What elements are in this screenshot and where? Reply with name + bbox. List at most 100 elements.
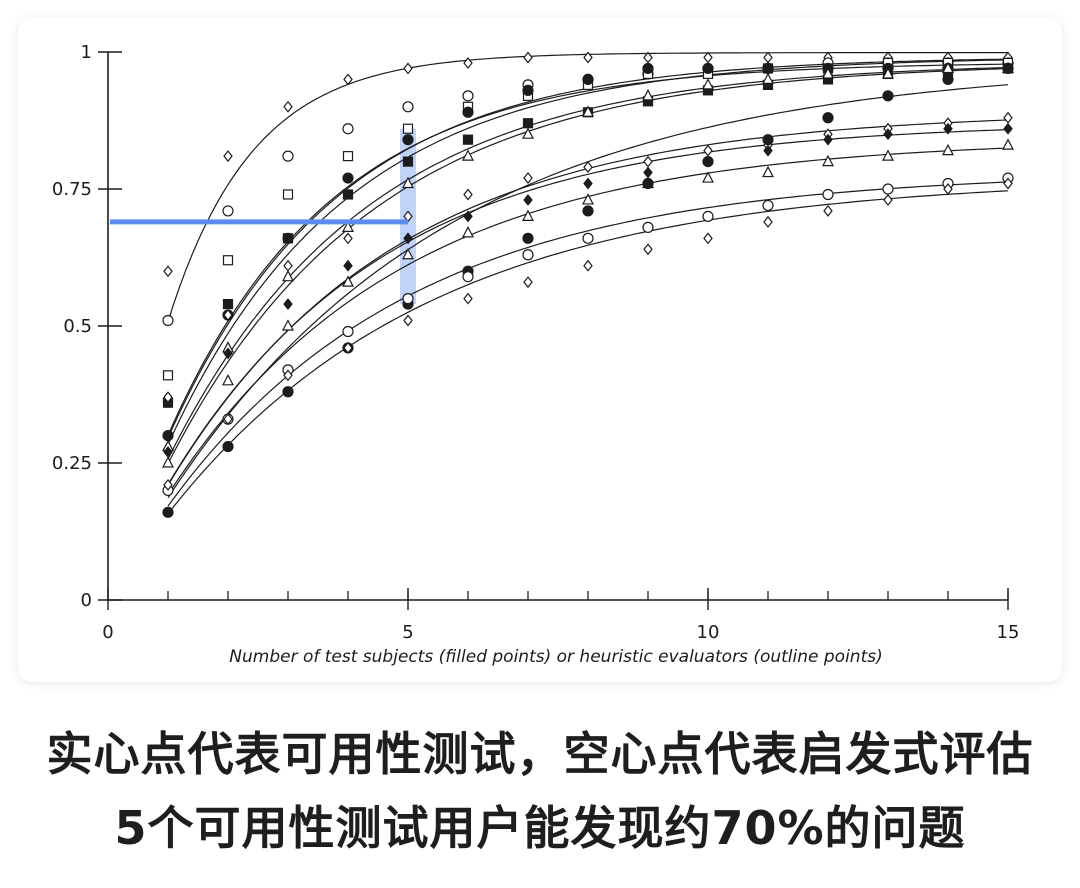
data-point bbox=[763, 215, 773, 228]
data-point bbox=[942, 73, 954, 86]
caption-line-1: 实心点代表可用性测试，空心点代表启发式评估 bbox=[46, 727, 1034, 781]
data-point bbox=[642, 177, 654, 190]
data-point bbox=[523, 172, 533, 185]
data-point bbox=[462, 134, 474, 145]
data-point bbox=[822, 67, 834, 79]
data-point bbox=[763, 144, 773, 157]
data-point bbox=[763, 51, 773, 64]
data-point bbox=[342, 275, 354, 287]
data-point bbox=[402, 247, 414, 260]
data-point bbox=[342, 325, 354, 338]
data-point bbox=[762, 72, 774, 85]
data-point bbox=[822, 112, 834, 124]
data-point bbox=[823, 133, 833, 146]
data-point bbox=[883, 193, 893, 206]
data-point bbox=[583, 259, 593, 272]
chart-svg: 0 5 10 15 0 0.25 0.5 0.75 1 Number of test subjec… bbox=[52, 42, 1020, 667]
data-point bbox=[162, 456, 174, 468]
data-point bbox=[282, 150, 294, 162]
y-tick-label: 0 bbox=[81, 590, 92, 611]
x-tick-label: 5 bbox=[402, 622, 413, 643]
data-point bbox=[403, 62, 413, 75]
data-point bbox=[222, 374, 234, 386]
chart-card: 0 5 10 15 0 0.25 0.5 0.75 1 Number of test subjec… bbox=[18, 18, 1062, 682]
data-point bbox=[942, 143, 954, 156]
data-point bbox=[1003, 122, 1013, 135]
data-point bbox=[583, 51, 593, 64]
series-curve bbox=[167, 84, 1009, 499]
data-point bbox=[883, 128, 893, 141]
data-point bbox=[882, 149, 894, 161]
data-point bbox=[583, 177, 593, 190]
data-point bbox=[1003, 111, 1013, 124]
data-point bbox=[702, 62, 714, 75]
data-point bbox=[223, 150, 233, 163]
data-point bbox=[342, 172, 354, 184]
y-tick-label: 1 bbox=[81, 42, 92, 63]
x-tick-label: 15 bbox=[997, 622, 1020, 643]
data-point bbox=[643, 51, 653, 64]
data-point bbox=[463, 188, 473, 201]
data-point bbox=[282, 319, 294, 331]
data-point bbox=[343, 341, 353, 354]
data-point bbox=[462, 226, 474, 238]
data-point bbox=[403, 232, 413, 245]
data-point bbox=[283, 369, 293, 382]
data-point bbox=[582, 232, 594, 244]
x-tick-label: 0 bbox=[102, 622, 113, 643]
data-point bbox=[222, 298, 234, 310]
data-point bbox=[582, 105, 594, 117]
data-point bbox=[702, 78, 714, 90]
data-point bbox=[402, 101, 414, 113]
data-point bbox=[282, 233, 294, 244]
data-point bbox=[642, 62, 654, 75]
data-point bbox=[342, 189, 354, 200]
data-point bbox=[943, 183, 953, 195]
data-point bbox=[282, 386, 294, 398]
data-point bbox=[822, 188, 834, 201]
data-point bbox=[943, 122, 953, 135]
data-point bbox=[523, 193, 533, 206]
data-point bbox=[342, 220, 354, 232]
data-point bbox=[223, 309, 233, 322]
data-point bbox=[402, 176, 414, 189]
data-point bbox=[462, 149, 474, 161]
series-curve bbox=[167, 59, 1009, 445]
data-point bbox=[762, 134, 774, 146]
data-point bbox=[402, 293, 414, 305]
data-point bbox=[582, 205, 594, 217]
data-point bbox=[163, 478, 173, 491]
data-point bbox=[402, 134, 414, 146]
data-point bbox=[343, 259, 353, 272]
data-point bbox=[523, 276, 533, 289]
data-point bbox=[642, 89, 654, 101]
data-point bbox=[282, 189, 294, 200]
data-point bbox=[283, 298, 293, 311]
data-point bbox=[522, 249, 534, 261]
data-point bbox=[522, 84, 534, 96]
data-point bbox=[882, 67, 894, 79]
x-tick-label: 10 bbox=[697, 622, 720, 643]
data-point bbox=[1002, 62, 1014, 75]
data-point bbox=[343, 73, 353, 86]
data-point bbox=[223, 413, 233, 426]
data-point bbox=[163, 391, 173, 404]
data-point bbox=[162, 430, 174, 442]
data-point bbox=[463, 292, 473, 305]
data-point bbox=[703, 232, 713, 245]
series-curve bbox=[167, 129, 1009, 485]
data-point bbox=[822, 154, 834, 167]
data-point bbox=[762, 165, 774, 178]
data-point bbox=[222, 205, 234, 217]
caption-line-2: 5个可用性测试用户能发现约70%的问题 bbox=[114, 801, 966, 855]
data-point bbox=[523, 51, 533, 64]
data-point bbox=[582, 73, 594, 86]
data-point bbox=[762, 62, 774, 75]
y-tick-label: 0.75 bbox=[52, 179, 92, 200]
data-point bbox=[223, 347, 233, 360]
data-point bbox=[402, 156, 414, 167]
data-point bbox=[702, 171, 714, 183]
data-point bbox=[162, 370, 174, 381]
data-point bbox=[942, 61, 954, 74]
data-point bbox=[882, 183, 894, 195]
